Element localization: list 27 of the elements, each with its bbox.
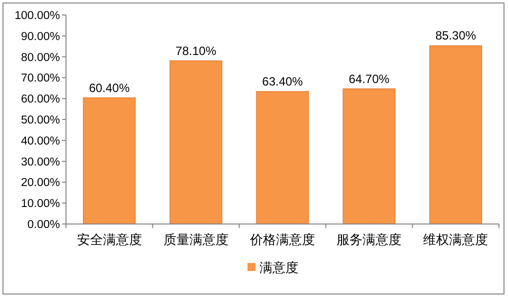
y-tick-label: 30.00% [20,156,60,168]
y-tick-label: 60.00% [20,94,60,106]
y-tick-label: 90.00% [20,30,60,43]
y-tick-label: 80.00% [20,52,60,64]
y-tick-label: 10.00% [20,198,60,210]
x-tick-label: 维权满意度 [423,232,488,247]
bar [342,88,396,224]
y-tick-label: 0.00% [27,219,60,231]
y-tick-label: 100.00% [14,10,60,22]
data-label: 63.40% [262,74,304,88]
data-label: 78.10% [176,44,217,58]
data-label: 60.40% [88,80,130,95]
y-tick-label: 50.00% [20,114,60,126]
x-tick-label: 服务满意度 [336,232,402,247]
x-tick-label: 安全满意度 [76,232,142,247]
legend-label: 满意度 [260,260,298,275]
data-label: 85.30% [435,28,476,43]
data-label: 64.70% [348,72,390,86]
bar [256,91,309,224]
y-tick-label: 40.00% [20,135,60,148]
y-tick-label: 70.00% [20,72,60,85]
bar [82,97,136,224]
x-tick-label: 质量满意度 [163,232,228,247]
x-tick-label: 价格满意度 [249,232,315,247]
y-tick-label: 20.00% [20,177,60,190]
bar [429,45,482,224]
bar [170,60,222,224]
